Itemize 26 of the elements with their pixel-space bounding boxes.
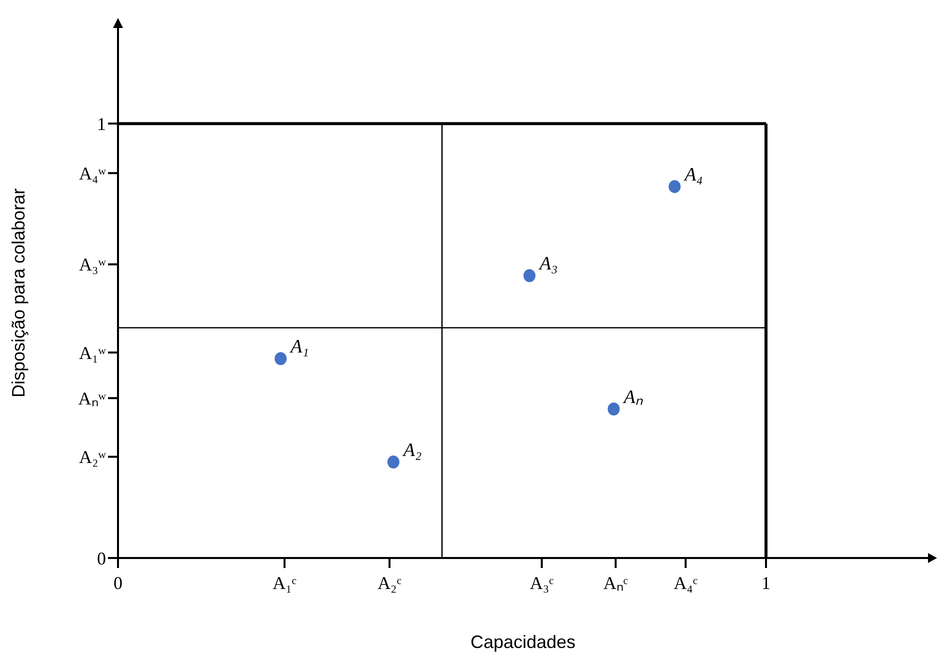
y-tick-label: A₄ʷ — [79, 163, 106, 184]
y-tick-label: 1 — [97, 114, 106, 134]
y-tick-label: Aₙʷ — [78, 388, 106, 409]
annotation: A₄ — [682, 164, 703, 186]
x-tick-label: A₄ᶜ — [674, 572, 698, 593]
annotation: A₂ — [401, 440, 422, 461]
x-tick-label: A₂ᶜ — [378, 572, 402, 593]
x-tick-label: A₁ᶜ — [272, 572, 297, 593]
y-tick-label: A₁ʷ — [79, 342, 106, 363]
y-axis-title: Disposição para colaborar — [8, 188, 28, 398]
x-axis-title: Capacidades — [470, 632, 576, 652]
y-tick-label: 0 — [97, 548, 106, 568]
x-tick-label: 0 — [114, 572, 122, 593]
annotation: A₁ — [288, 336, 309, 358]
point — [608, 402, 620, 416]
x-tick-label: Aₙᶜ — [603, 572, 628, 593]
x-tick-label: A₃ᶜ — [530, 572, 554, 593]
x-tick-label: 1 — [762, 572, 770, 593]
point — [523, 269, 536, 282]
point — [668, 180, 681, 194]
point — [274, 352, 287, 366]
annotation: Aₙ — [622, 386, 644, 408]
y-tick-label: A₂ʷ — [79, 447, 106, 468]
annotation: A₃ — [537, 254, 558, 275]
point — [387, 455, 400, 468]
y-tick-label: A₃ʷ — [79, 254, 106, 275]
